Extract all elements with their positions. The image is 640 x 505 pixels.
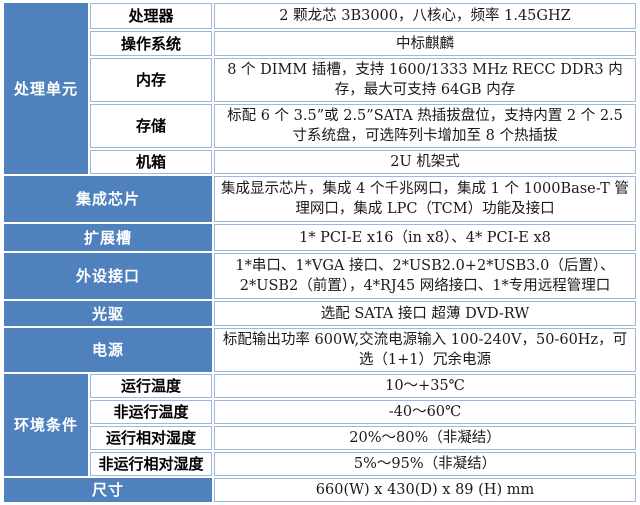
spec-value-non-operating-humidity: 5%～95%（非凝结） xyxy=(214,452,636,476)
group-cell-expansion-slots: 扩展槽 xyxy=(4,224,212,251)
spec-label-memory: 内存 xyxy=(90,58,212,102)
spec-value-peripheral-ports: 1*串口、1*VGA 接口、2*USB2.0+2*USB3.0（后置）、2*US… xyxy=(214,253,636,299)
spec-value-processor: 2 颗龙芯 3B3000，八核心，频率 1.45GHZ xyxy=(214,3,636,29)
table-row: 尺寸 660(W) x 430(D) x 89 (H) mm xyxy=(4,478,636,502)
spec-value-expansion-slots: 1* PCI-E x16（in x8）、4* PCI-E x8 xyxy=(214,224,636,251)
spec-value-memory: 8 个 DIMM 插槽，支持 1600/1333 MHz RECC DDR3 内… xyxy=(214,58,636,102)
table-row: 环境条件 运行温度 10～+35℃ xyxy=(4,374,636,476)
table-row: 光驱 选配 SATA 接口 超薄 DVD-RW xyxy=(4,301,636,326)
table-row: 内存 8 个 DIMM 插槽，支持 1600/1333 MHz RECC DDR… xyxy=(4,58,636,102)
spec-value-dimensions: 660(W) x 430(D) x 89 (H) mm xyxy=(214,478,636,502)
group-cell-dimensions: 尺寸 xyxy=(4,478,212,502)
table-row: 非运行温度 -40～60℃ xyxy=(4,400,636,424)
spec-label-storage: 存储 xyxy=(90,104,212,148)
group-cell-peripheral-ports: 外设接口 xyxy=(4,253,212,299)
spec-value-power: 标配输出功率 600W,交流电源输入 100-240V，50-60Hz，可选（1… xyxy=(214,328,636,372)
table-row: 机箱 2U 机架式 xyxy=(4,150,636,174)
group-cell-processing-unit: 处理单元 xyxy=(4,3,88,174)
spec-label-non-operating-humidity: 非运行相对湿度 xyxy=(90,452,212,476)
group-cell-power: 电源 xyxy=(4,328,212,372)
spec-label-os: 操作系统 xyxy=(90,31,212,56)
table-row: 外设接口 1*串口、1*VGA 接口、2*USB2.0+2*USB3.0（后置）… xyxy=(4,253,636,299)
spec-value-operating-humidity: 20%～80%（非凝结） xyxy=(214,426,636,450)
table-row: 操作系统 中标麒麟 xyxy=(4,31,636,56)
spec-value-optical-drive: 选配 SATA 接口 超薄 DVD-RW xyxy=(214,301,636,326)
table-row: 非运行相对湿度 5%～95%（非凝结） xyxy=(4,452,636,476)
spec-value-operating-temperature: 10～+35℃ xyxy=(214,374,636,398)
spec-value-os: 中标麒麟 xyxy=(214,31,636,56)
spec-value-storage: 标配 6 个 3.5”或 2.5”SATA 热插拔盘位，支持内置 2 个 2.5… xyxy=(214,104,636,148)
table-row: 扩展槽 1* PCI-E x16（in x8）、4* PCI-E x8 xyxy=(4,224,636,251)
spec-value-integrated-chips: 集成显示芯片，集成 4 个千兆网口，集成 1 个 1000Base-T 管理网口… xyxy=(214,176,636,222)
spec-label-non-operating-temperature: 非运行温度 xyxy=(90,400,212,424)
table-row: 运行相对湿度 20%～80%（非凝结） xyxy=(4,426,636,450)
group-cell-environment: 环境条件 xyxy=(4,374,88,476)
table-row: 集成芯片 集成显示芯片，集成 4 个千兆网口，集成 1 个 1000Base-T… xyxy=(4,176,636,222)
spec-label-processor: 处理器 xyxy=(90,3,212,29)
table-row: 存储 标配 6 个 3.5”或 2.5”SATA 热插拔盘位，支持内置 2 个 … xyxy=(4,104,636,148)
spec-label-chassis: 机箱 xyxy=(90,150,212,174)
table-row: 电源 标配输出功率 600W,交流电源输入 100-240V，50-60Hz，可… xyxy=(4,328,636,372)
spec-label-operating-temperature: 运行温度 xyxy=(90,374,212,398)
spec-value-non-operating-temperature: -40～60℃ xyxy=(214,400,636,424)
table-row: 处理单元 处理器 2 颗龙芯 3B3000，八核心，频率 1.45GHZ xyxy=(4,3,636,174)
spec-value-chassis: 2U 机架式 xyxy=(214,150,636,174)
group-cell-integrated-chips: 集成芯片 xyxy=(4,176,212,222)
spec-label-operating-humidity: 运行相对湿度 xyxy=(90,426,212,450)
group-cell-optical-drive: 光驱 xyxy=(4,301,212,326)
